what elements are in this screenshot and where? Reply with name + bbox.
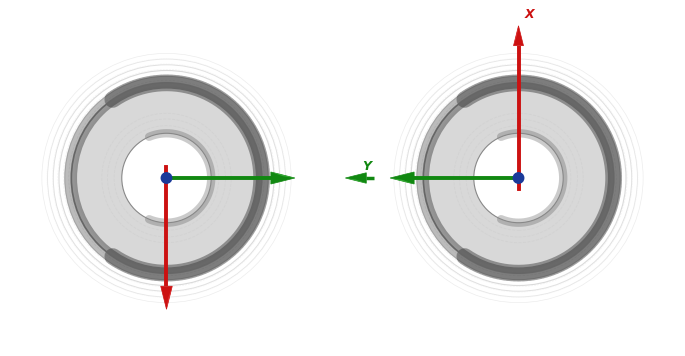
Ellipse shape: [423, 83, 614, 273]
Polygon shape: [345, 178, 366, 183]
Polygon shape: [161, 286, 172, 309]
Polygon shape: [271, 172, 295, 178]
Polygon shape: [514, 26, 523, 46]
Text: Y: Y: [362, 160, 371, 173]
Ellipse shape: [474, 133, 563, 223]
Ellipse shape: [77, 89, 256, 267]
Polygon shape: [390, 172, 414, 184]
Polygon shape: [514, 26, 519, 46]
Circle shape: [161, 173, 172, 183]
Polygon shape: [271, 172, 295, 184]
Ellipse shape: [71, 83, 262, 273]
Text: X: X: [524, 8, 534, 21]
Ellipse shape: [122, 133, 211, 223]
Ellipse shape: [429, 89, 608, 267]
Circle shape: [513, 173, 524, 183]
Polygon shape: [390, 178, 414, 184]
Polygon shape: [345, 173, 366, 183]
Polygon shape: [166, 286, 172, 309]
